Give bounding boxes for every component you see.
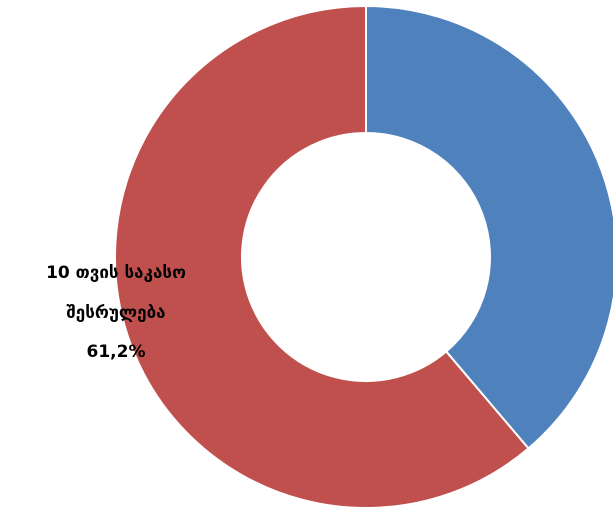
data-label-line-2: შესრულება — [66, 303, 165, 323]
donut-slice-2 — [114, 4, 530, 509]
data-label-value: 61,2% — [87, 342, 146, 362]
donut-slices — [114, 4, 613, 509]
data-label-line-1: 10 თვის საკასო — [46, 263, 186, 283]
donut-slice-1 — [365, 4, 613, 450]
